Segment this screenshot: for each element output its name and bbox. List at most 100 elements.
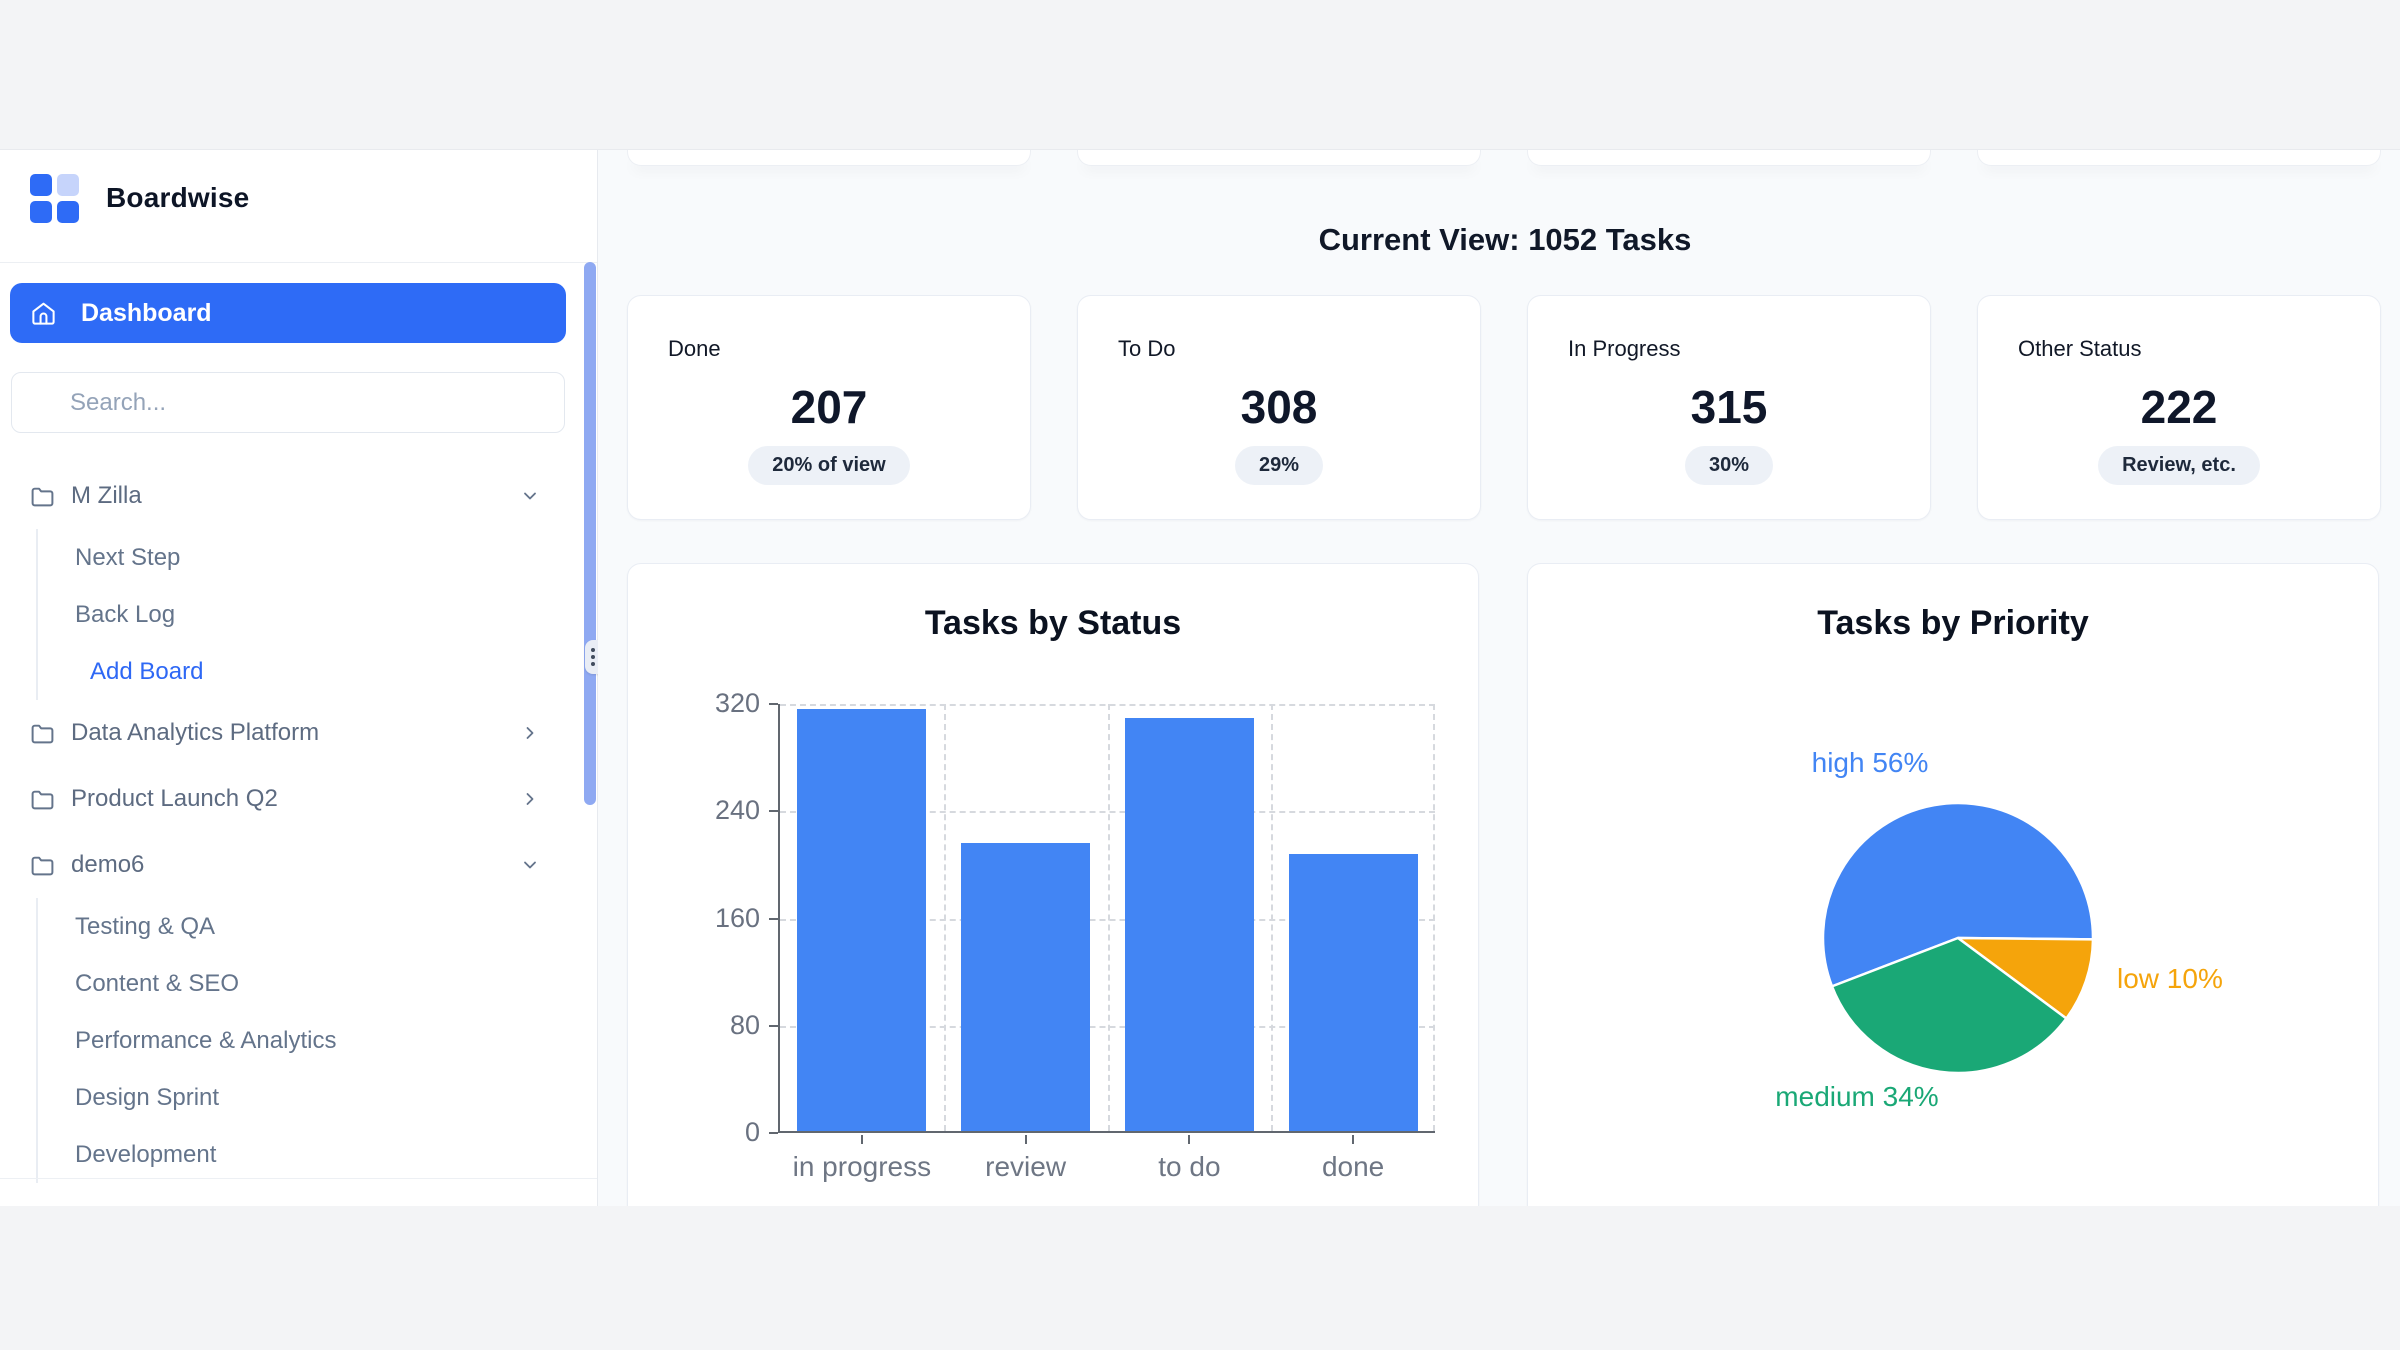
y-tick-label: 0 (744, 1117, 760, 1147)
logo-square (30, 174, 52, 196)
divider (0, 1178, 597, 1179)
stat-value: 315 (1690, 381, 1768, 433)
x-tick-label: review (985, 1151, 1067, 1182)
pie-label-high: high 56% (1811, 747, 1929, 778)
logo-square (57, 174, 79, 196)
tasks-by-status-card: Tasks by Status 0 80 160 240 320 in progress r… (627, 563, 1479, 1206)
x-tick (1188, 1135, 1191, 1144)
chevron-right-icon[interactable] (520, 723, 540, 743)
stat-card-done: Done 207 20% of view (627, 295, 1031, 520)
boardwise-logo-icon (30, 174, 79, 223)
folder-label: Product Launch Q2 (71, 785, 278, 812)
stat-card-in-progress: In Progress 315 30% (1527, 295, 1931, 520)
x-tick-label: in progress (792, 1151, 932, 1182)
stat-badge: 20% of view (748, 446, 910, 485)
stat-badge: 30% (1684, 446, 1774, 485)
y-tick (769, 917, 778, 920)
chevron-down-icon[interactable] (520, 486, 540, 506)
gridline (1107, 704, 1110, 1131)
sidebar-board-item[interactable]: Development (75, 1140, 217, 1168)
y-tick (769, 810, 778, 813)
stat-badge: 29% (1234, 446, 1324, 485)
scrolled-card-partial (1077, 150, 1481, 166)
gridline (1271, 704, 1274, 1131)
y-tick (769, 703, 778, 705)
folder-label: M Zilla (71, 482, 142, 509)
board-children: Testing & QA Content & SEO Performance & A… (36, 898, 598, 1183)
sidebar-board-item[interactable]: Back Log (75, 600, 176, 628)
stat-label: Done (668, 336, 721, 361)
sidebar-scrollbar[interactable] (584, 262, 596, 805)
stat-label: In Progress (1568, 336, 1681, 361)
x-tick-label: done (1321, 1151, 1385, 1182)
boards-tree: M Zilla Next Step Back Log Add Board Data An… (0, 463, 598, 1183)
folder-icon (30, 854, 55, 877)
folder-icon (30, 788, 55, 811)
top-band-divider (0, 149, 2400, 150)
gridline (1433, 704, 1435, 1131)
brand: Boardwise (30, 173, 249, 223)
sidebar-board-item[interactable]: Testing & QA (75, 912, 216, 940)
folder-label: Data Analytics Platform (71, 719, 320, 746)
board-children: Next Step Back Log Add Board (36, 529, 598, 700)
bar-plot: 0 80 160 240 320 in progress review to do done (715, 688, 1435, 1182)
y-tick (769, 1132, 778, 1134)
pie-slice-medium (1830, 936, 2068, 1075)
add-board-link[interactable]: Add Board (90, 657, 204, 685)
sidebar-item-dashboard[interactable]: Dashboard (10, 283, 566, 343)
sidebar-board-folder[interactable]: Data Analytics Platform (0, 700, 598, 766)
logo-square (30, 201, 52, 223)
x-tick-label: to do (1158, 1151, 1221, 1182)
sidebar: Boardwise Dashboard M Zilla Next Step Back… (0, 150, 598, 1206)
folder-label: demo6 (71, 851, 145, 878)
chevron-down-icon[interactable] (520, 855, 540, 875)
stat-value: 207 (790, 381, 868, 433)
sidebar-board-folder[interactable]: Product Launch Q2 (0, 766, 598, 832)
stat-card-to-do: To Do 308 29% (1077, 295, 1481, 520)
stat-label: Other Status (2018, 336, 2142, 361)
page-title: Current View: 1052 Tasks (1318, 222, 1692, 257)
y-tick (769, 1024, 778, 1027)
bar-in-progress (797, 708, 927, 1131)
sidebar-board-item[interactable]: Next Step (75, 543, 181, 571)
scrolled-card-partial (1527, 150, 1931, 166)
stat-card-other-status: Other Status 222 Review, etc. (1977, 295, 2381, 520)
stat-value: 222 (2140, 381, 2218, 433)
sidebar-board-item[interactable]: Design Sprint (75, 1083, 220, 1111)
x-tick (1352, 1135, 1355, 1144)
folder-icon (30, 485, 55, 508)
sidebar-board-folder[interactable]: M Zilla (0, 463, 598, 529)
pie-chart-title: Tasks by Priority (1817, 604, 2089, 642)
divider (0, 262, 597, 263)
home-icon (32, 302, 55, 325)
bar-chart-title: Tasks by Status (924, 604, 1182, 642)
gridline (943, 704, 946, 1131)
x-tick (860, 1135, 863, 1144)
stat-value: 308 (1240, 381, 1318, 433)
search-input[interactable] (11, 372, 565, 433)
y-tick-label: 160 (714, 902, 760, 933)
pie-slice-high (1821, 801, 2095, 988)
folder-icon (30, 722, 55, 745)
bar-review (961, 842, 1091, 1131)
stat-badge: Review, etc. (2098, 446, 2260, 485)
x-tick (1024, 1135, 1027, 1144)
scrolled-card-partial (627, 150, 1031, 166)
priority-pie-chart (1821, 801, 2095, 1075)
dashboard-label: Dashboard (81, 298, 212, 327)
y-tick-label: 320 (714, 688, 760, 718)
chevron-right-icon[interactable] (520, 789, 540, 809)
pie-slice-low (1956, 936, 2095, 1020)
main-content: Current View: 1052 Tasks Done 207 20% of v… (598, 150, 2400, 1206)
sidebar-board-item[interactable]: Performance & Analytics (75, 1026, 337, 1054)
y-tick-label: 80 (729, 1009, 760, 1040)
stat-label: To Do (1118, 336, 1176, 361)
pie-label-low: low 10% (2117, 963, 2223, 994)
pie-label-medium: medium 34% (1775, 1081, 1939, 1112)
bar-done (1288, 853, 1418, 1131)
scrolled-card-partial (1977, 150, 2381, 166)
sidebar-board-folder[interactable]: demo6 (0, 832, 598, 898)
sidebar-board-item[interactable]: Content & SEO (75, 969, 240, 997)
brand-name: Boardwise (106, 182, 250, 213)
